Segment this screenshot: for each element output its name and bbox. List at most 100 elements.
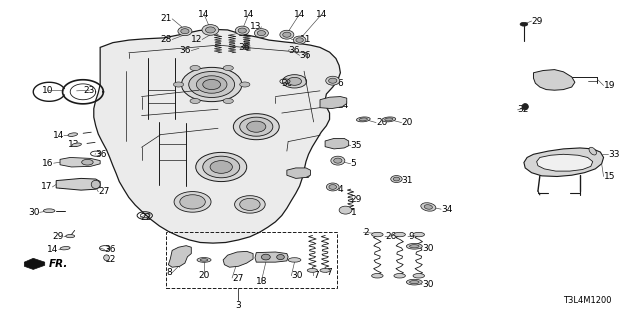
- Ellipse shape: [282, 75, 307, 88]
- Polygon shape: [168, 246, 191, 267]
- Ellipse shape: [385, 118, 393, 121]
- Circle shape: [190, 66, 200, 70]
- Ellipse shape: [359, 118, 367, 121]
- Ellipse shape: [307, 268, 317, 272]
- Ellipse shape: [339, 206, 352, 214]
- Ellipse shape: [372, 274, 383, 278]
- Ellipse shape: [68, 133, 77, 136]
- Text: 20: 20: [401, 118, 413, 127]
- Ellipse shape: [391, 176, 402, 182]
- Polygon shape: [56, 178, 100, 190]
- Ellipse shape: [522, 104, 529, 110]
- Text: 12: 12: [104, 255, 116, 264]
- Text: 36: 36: [180, 46, 191, 55]
- Text: 20: 20: [376, 118, 387, 127]
- Text: 35: 35: [351, 141, 362, 150]
- Text: 4: 4: [338, 185, 344, 194]
- Ellipse shape: [331, 156, 345, 165]
- Circle shape: [520, 22, 528, 26]
- Text: 20: 20: [198, 271, 210, 280]
- Text: 2: 2: [364, 228, 369, 237]
- Ellipse shape: [236, 26, 249, 35]
- Text: 24: 24: [338, 101, 349, 110]
- Text: 30: 30: [422, 244, 433, 253]
- Ellipse shape: [287, 77, 301, 85]
- Ellipse shape: [202, 25, 219, 35]
- Text: 29: 29: [532, 17, 543, 26]
- Ellipse shape: [410, 281, 419, 284]
- Circle shape: [223, 66, 234, 70]
- Ellipse shape: [288, 258, 301, 262]
- Text: 12: 12: [191, 35, 202, 44]
- Text: 29: 29: [52, 232, 64, 241]
- Ellipse shape: [413, 274, 424, 278]
- Ellipse shape: [238, 28, 246, 33]
- Ellipse shape: [205, 27, 216, 33]
- Ellipse shape: [372, 232, 383, 237]
- Text: 5: 5: [351, 159, 356, 168]
- Ellipse shape: [174, 192, 211, 212]
- Text: 34: 34: [441, 205, 452, 214]
- Circle shape: [223, 99, 234, 104]
- Text: 22: 22: [140, 212, 152, 222]
- Ellipse shape: [180, 195, 205, 209]
- Ellipse shape: [196, 76, 227, 93]
- Ellipse shape: [276, 254, 284, 260]
- Ellipse shape: [196, 152, 246, 181]
- Text: 14: 14: [47, 245, 59, 254]
- Ellipse shape: [180, 29, 189, 34]
- Text: 14: 14: [52, 131, 64, 140]
- Text: 36: 36: [238, 43, 250, 52]
- Text: 27: 27: [232, 274, 243, 283]
- Text: 36: 36: [282, 79, 293, 88]
- Text: 33: 33: [608, 150, 620, 159]
- Ellipse shape: [60, 246, 70, 250]
- Ellipse shape: [261, 254, 270, 260]
- Ellipse shape: [589, 147, 596, 155]
- Ellipse shape: [82, 159, 93, 165]
- Bar: [166, 232, 337, 288]
- Ellipse shape: [72, 143, 81, 147]
- Ellipse shape: [410, 245, 419, 248]
- Ellipse shape: [356, 117, 370, 122]
- Polygon shape: [320, 97, 347, 108]
- Ellipse shape: [66, 235, 75, 238]
- Text: 16: 16: [42, 159, 54, 168]
- Ellipse shape: [203, 79, 221, 90]
- Ellipse shape: [326, 76, 340, 85]
- Ellipse shape: [420, 203, 436, 211]
- Ellipse shape: [189, 71, 235, 98]
- Text: 14: 14: [316, 10, 327, 19]
- Text: 1: 1: [351, 208, 356, 217]
- Ellipse shape: [296, 38, 303, 42]
- Ellipse shape: [197, 258, 211, 262]
- Polygon shape: [534, 69, 575, 90]
- Polygon shape: [60, 157, 100, 167]
- Text: 19: 19: [604, 81, 615, 90]
- Text: 36: 36: [104, 245, 116, 254]
- Circle shape: [173, 82, 184, 87]
- Ellipse shape: [178, 27, 192, 36]
- Ellipse shape: [326, 183, 339, 191]
- Polygon shape: [524, 148, 604, 177]
- Text: FR.: FR.: [49, 259, 68, 269]
- Ellipse shape: [413, 232, 424, 237]
- Circle shape: [190, 99, 200, 104]
- Ellipse shape: [283, 32, 291, 37]
- Ellipse shape: [240, 198, 260, 211]
- Ellipse shape: [92, 180, 100, 188]
- Text: 6: 6: [338, 79, 344, 88]
- Polygon shape: [24, 258, 45, 269]
- Text: 11: 11: [300, 35, 311, 44]
- Text: 21: 21: [161, 14, 172, 23]
- Text: 27: 27: [99, 187, 109, 196]
- Text: 28: 28: [161, 35, 172, 44]
- Text: 30: 30: [28, 208, 40, 217]
- Circle shape: [240, 82, 250, 87]
- Ellipse shape: [424, 205, 433, 209]
- Ellipse shape: [333, 158, 342, 163]
- Text: 30: 30: [291, 271, 303, 280]
- Polygon shape: [325, 139, 349, 149]
- Ellipse shape: [44, 209, 55, 213]
- Text: 36: 36: [288, 46, 300, 55]
